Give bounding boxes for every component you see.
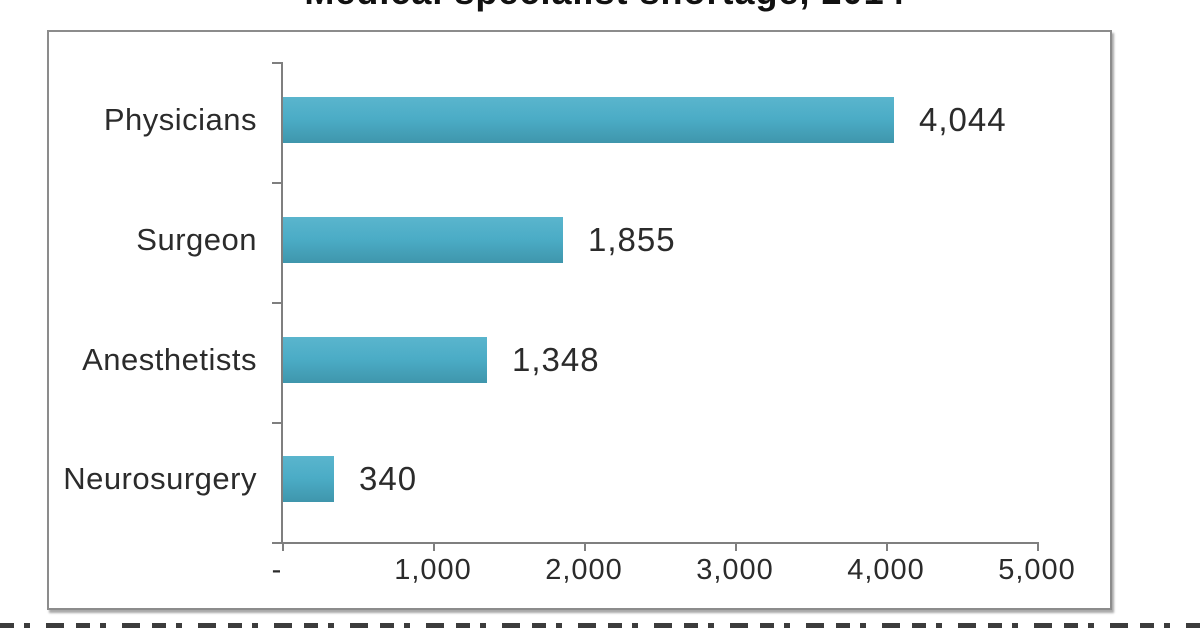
- category-axis-tick: [272, 182, 282, 184]
- value-axis-tick: [1037, 542, 1039, 551]
- bar-physicians: [283, 97, 894, 143]
- x-tick-label: -: [271, 554, 283, 586]
- chart-title: Medical specialist shortage, 2014: [10, 0, 1200, 11]
- value-axis-tick: [433, 542, 435, 551]
- category-label: Surgeon: [136, 221, 257, 257]
- value-axis-line: [281, 542, 1039, 544]
- value-axis-tick: [584, 542, 586, 551]
- value-label: 340: [359, 460, 418, 498]
- value-axis-tick: [735, 542, 737, 551]
- value-axis-tick: [886, 542, 888, 551]
- x-tick-label: 2,000: [545, 554, 623, 586]
- bar-surgeon: [283, 216, 563, 263]
- x-tick-label: 5,000: [998, 554, 1076, 586]
- x-tick-label: 3,000: [696, 554, 774, 586]
- x-tick-label: 1,000: [394, 554, 472, 586]
- category-axis-tick: [272, 422, 282, 424]
- value-label: 1,855: [588, 220, 676, 258]
- value-axis-tick: [282, 542, 284, 551]
- category-axis-tick: [272, 302, 282, 304]
- clipped-text-line: [0, 623, 1200, 628]
- x-tick-label: 4,000: [847, 554, 925, 586]
- category-axis-tick: [272, 542, 282, 544]
- value-label: 1,348: [512, 340, 600, 378]
- bar-anesthetists: [283, 336, 487, 383]
- category-label: Physicians: [103, 102, 257, 137]
- category-label: Anesthetists: [82, 341, 257, 377]
- bar-neurosurgery: [283, 456, 334, 503]
- category-label: Neurosurgery: [63, 461, 257, 497]
- category-axis-tick: [272, 62, 282, 64]
- value-label: 4,044: [919, 101, 1007, 138]
- category-axis-line: [281, 62, 283, 544]
